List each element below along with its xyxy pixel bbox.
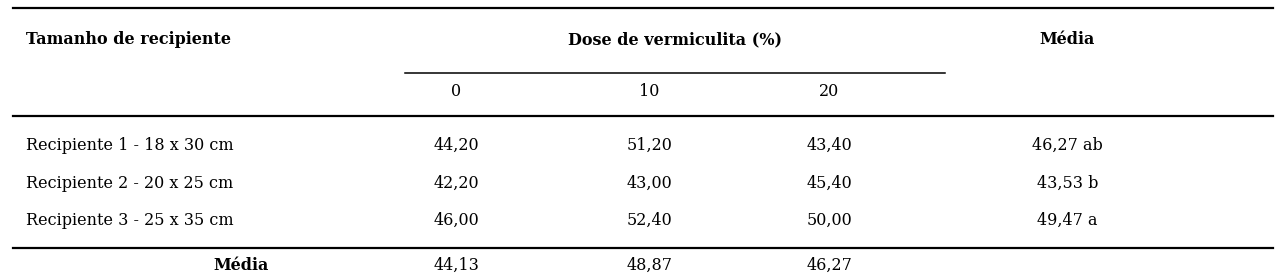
Text: 46,27 ab: 46,27 ab — [1031, 137, 1103, 154]
Text: 48,87: 48,87 — [626, 257, 673, 274]
Text: 45,40: 45,40 — [806, 175, 853, 192]
Text: Tamanho de recipiente: Tamanho de recipiente — [26, 31, 230, 48]
Text: Recipiente 3 - 25 x 35 cm: Recipiente 3 - 25 x 35 cm — [26, 212, 233, 229]
Text: 49,47 a: 49,47 a — [1037, 212, 1098, 229]
Text: Média: Média — [1039, 31, 1096, 48]
Text: 51,20: 51,20 — [626, 137, 673, 154]
Text: Média: Média — [213, 257, 269, 274]
Text: 43,40: 43,40 — [806, 137, 853, 154]
Text: 44,20: 44,20 — [433, 137, 480, 154]
Text: 52,40: 52,40 — [626, 212, 673, 229]
Text: 44,13: 44,13 — [433, 257, 480, 274]
Text: 0: 0 — [451, 83, 462, 100]
Text: 43,00: 43,00 — [626, 175, 673, 192]
Text: Recipiente 1 - 18 x 30 cm: Recipiente 1 - 18 x 30 cm — [26, 137, 233, 154]
Text: Recipiente 2 - 20 x 25 cm: Recipiente 2 - 20 x 25 cm — [26, 175, 233, 192]
Text: 43,53 b: 43,53 b — [1037, 175, 1098, 192]
Text: 10: 10 — [639, 83, 660, 100]
Text: 20: 20 — [819, 83, 840, 100]
Text: 46,27: 46,27 — [806, 257, 853, 274]
Text: 50,00: 50,00 — [806, 212, 853, 229]
Text: 42,20: 42,20 — [433, 175, 480, 192]
Text: Dose de vermiculita (%): Dose de vermiculita (%) — [568, 31, 782, 48]
Text: 46,00: 46,00 — [433, 212, 480, 229]
